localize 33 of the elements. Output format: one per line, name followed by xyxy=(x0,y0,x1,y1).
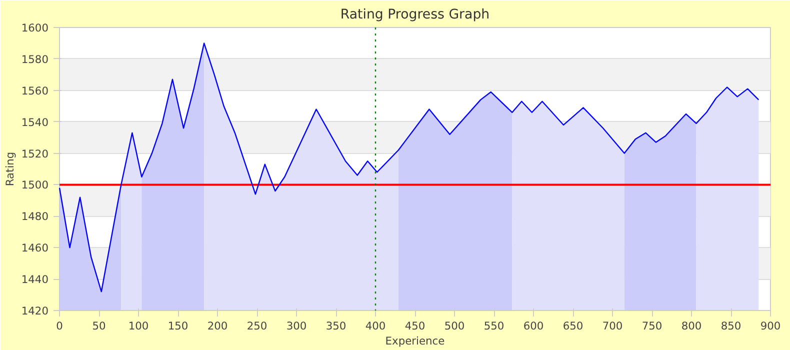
y-tick-label: 1460 xyxy=(21,242,49,255)
x-tick-label: 50 xyxy=(92,320,106,332)
y-tick-label: 1500 xyxy=(21,178,49,192)
x-tick-label: 800 xyxy=(681,320,702,332)
x-tick-label: 100 xyxy=(128,320,149,332)
x-tick-label: 700 xyxy=(602,320,623,332)
y-tick-label: 1440 xyxy=(21,273,49,286)
x-tick-label: 500 xyxy=(444,320,465,332)
y-tick-label: 1420 xyxy=(21,304,49,318)
x-tick-label: 750 xyxy=(642,320,662,332)
x-tick-label: 350 xyxy=(326,320,346,332)
y-tick-label: 1540 xyxy=(21,116,49,129)
y-tick-label: 1600 xyxy=(21,22,49,34)
x-tick-label: 550 xyxy=(484,320,504,332)
y-tick-label: 1560 xyxy=(21,84,49,98)
y-axis-title: Rating xyxy=(3,152,16,186)
x-tick-label: 600 xyxy=(523,320,544,332)
y-tick-label: 1480 xyxy=(21,210,49,224)
x-tick-label: 0 xyxy=(56,320,64,332)
x-tick-label: 150 xyxy=(168,320,188,332)
x-tick-label: 650 xyxy=(562,320,584,332)
x-tick-label: 450 xyxy=(404,320,426,332)
x-tick-label: 200 xyxy=(207,320,228,332)
x-tick-label: 850 xyxy=(720,320,742,332)
x-tick-label: 900 xyxy=(760,320,781,332)
x-axis-title: Experience xyxy=(385,334,445,348)
x-tick-label: 300 xyxy=(286,320,307,332)
line-series xyxy=(58,42,760,292)
chart-title: Rating Progress Graph xyxy=(340,8,490,22)
x-tick-label: 250 xyxy=(246,320,268,332)
y-tick-label: 1580 xyxy=(21,52,49,66)
x-tick-label: 400 xyxy=(365,320,386,332)
y-tick-label: 1520 xyxy=(21,147,49,160)
